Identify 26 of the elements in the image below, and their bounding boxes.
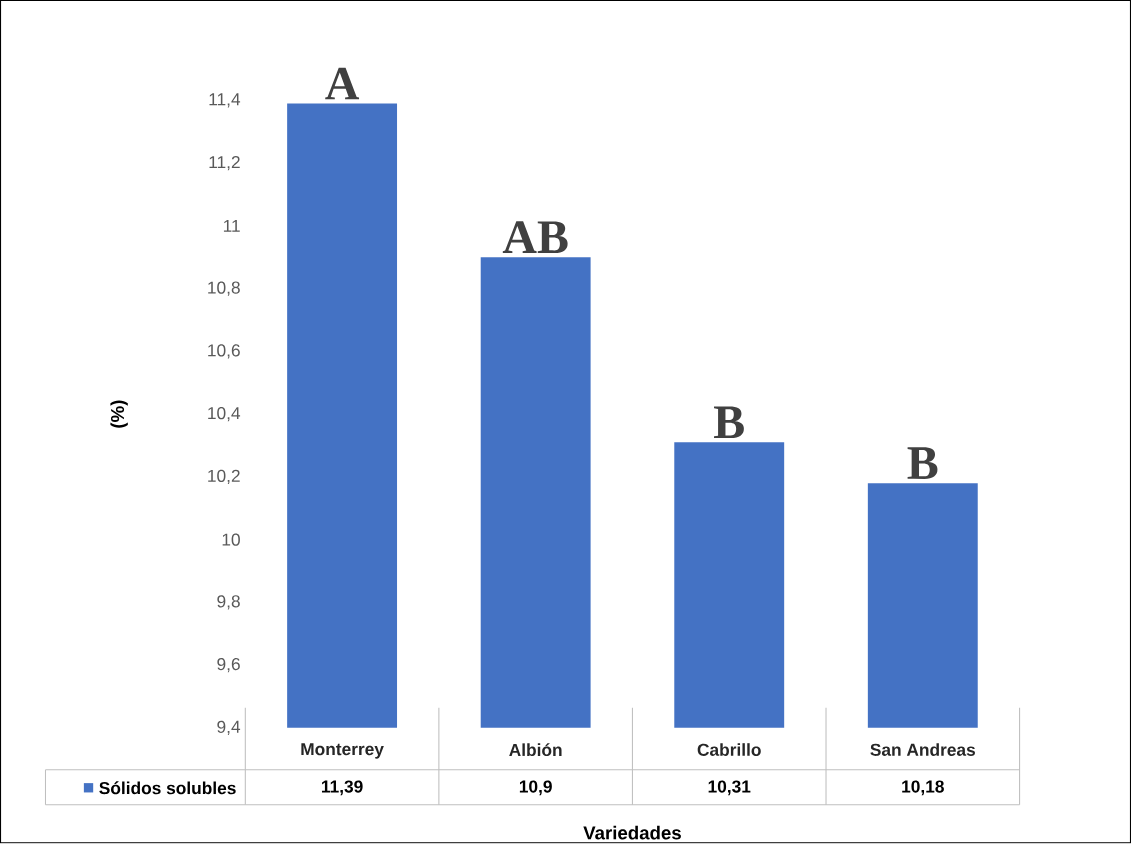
x-tick-label: Cabrillo — [697, 743, 761, 756]
y-tick-label: 10,4 — [208, 407, 241, 422]
y-tick-label: 10,2 — [208, 469, 240, 485]
data-label: 10,9 — [519, 780, 552, 796]
y-tick-label: 10 — [222, 533, 240, 546]
y-tick-label: 9,4 — [217, 720, 241, 736]
data-label: 10,18 — [902, 780, 944, 796]
annotation: A — [325, 67, 360, 100]
y-tick-label: 9,8 — [217, 595, 240, 610]
x-axis-title: Variedades — [583, 825, 681, 840]
y-tick-label: 9,6 — [217, 657, 240, 673]
x-tick-label: Albión — [509, 743, 562, 757]
y-tick-label: 10,8 — [208, 281, 240, 296]
x-tick-label: Monterrey — [301, 743, 384, 759]
y-tick-label: 10,6 — [208, 344, 240, 359]
legend-label: Sólidos solubles — [99, 781, 236, 795]
annotation: AB — [502, 221, 568, 254]
y-tick-label: 11 — [223, 219, 240, 232]
annotation: B — [907, 447, 938, 479]
y-tick-label: 11,4 — [209, 93, 241, 108]
data-label: 11,39 — [321, 780, 363, 796]
data-label: 10,31 — [708, 780, 751, 796]
annotation: B — [714, 406, 744, 439]
y-axis-title: (%) — [110, 400, 128, 428]
x-tick-label: San Andreas — [870, 743, 975, 756]
y-tick-label: 11,2 — [209, 156, 240, 171]
